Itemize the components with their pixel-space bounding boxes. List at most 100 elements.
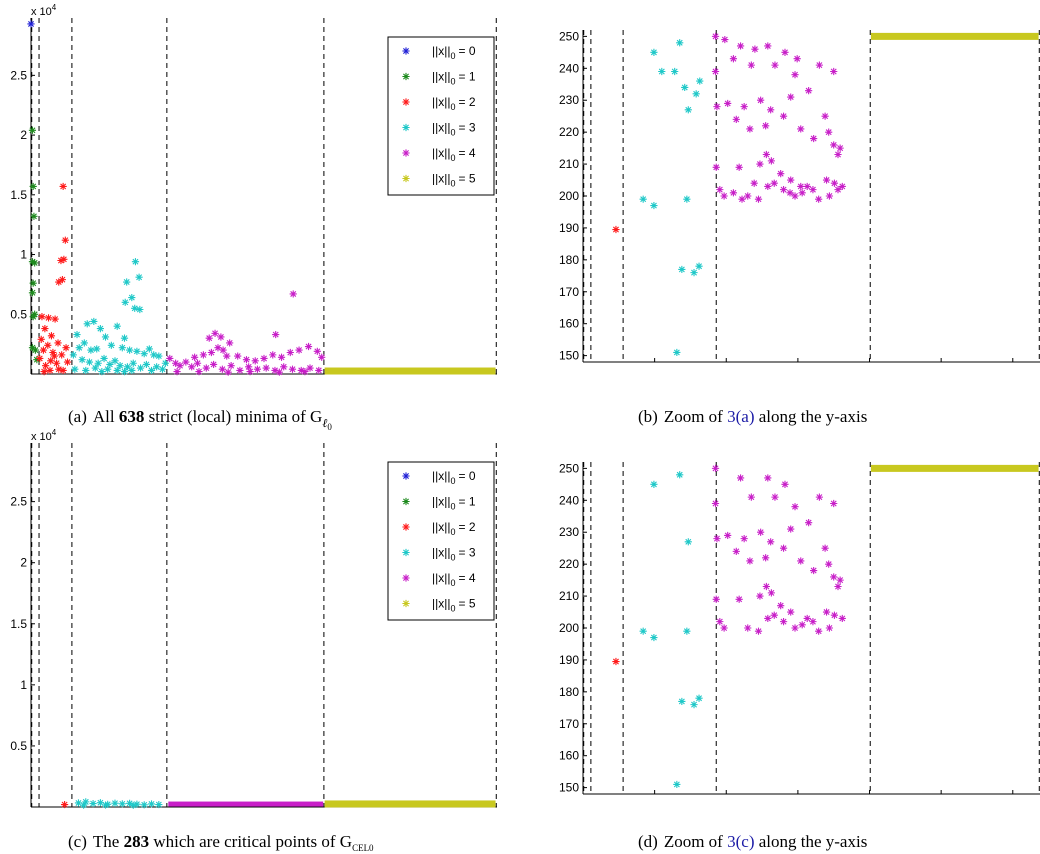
legend-marker <box>402 149 410 157</box>
data-point <box>757 528 765 536</box>
data-point <box>27 20 35 28</box>
y-tick-label: 1 <box>20 248 27 262</box>
data-point <box>696 77 704 85</box>
y-tick-label: 2 <box>20 556 27 570</box>
legend-label: ||x||0 = 5 <box>432 172 476 189</box>
data-point <box>129 359 137 367</box>
data-point <box>83 320 91 328</box>
data-point <box>681 83 689 92</box>
data-point <box>779 112 788 120</box>
data-point <box>822 176 831 184</box>
data-point <box>787 608 795 616</box>
data-point <box>166 354 174 363</box>
data-point <box>288 365 297 373</box>
y-tick-label: 220 <box>559 557 579 571</box>
data-point <box>767 589 775 597</box>
data-point <box>202 364 210 372</box>
data-point <box>40 368 48 376</box>
data-point <box>172 359 180 367</box>
data-point <box>71 365 79 373</box>
data-point <box>214 344 222 352</box>
data-point <box>767 538 775 546</box>
data-point <box>140 801 148 809</box>
data-point <box>47 357 55 365</box>
data-point <box>764 474 772 482</box>
data-point <box>678 265 686 274</box>
data-point <box>75 344 83 352</box>
data-point <box>123 363 132 371</box>
data-point <box>96 799 104 807</box>
data-point <box>31 310 39 318</box>
legend-box <box>387 461 495 621</box>
data-point <box>740 103 748 111</box>
data-point <box>74 799 83 807</box>
data-point <box>227 362 235 370</box>
y-tick-label: 200 <box>559 621 579 635</box>
data-point <box>210 360 218 369</box>
data-point <box>834 150 842 159</box>
data-point <box>746 557 754 565</box>
data-point <box>762 582 770 591</box>
caption-ref-link[interactable]: 3(a) <box>727 407 754 426</box>
data-point <box>269 351 277 359</box>
data-point <box>260 354 268 363</box>
data-point <box>612 657 620 666</box>
data-point <box>838 182 846 191</box>
data-point <box>113 366 121 375</box>
data-point <box>304 342 313 351</box>
data-point <box>51 315 59 323</box>
data-point <box>155 352 163 360</box>
data-point <box>275 368 283 376</box>
caption-ref-link[interactable]: 3(c) <box>727 832 754 851</box>
data-point <box>113 322 121 330</box>
data-point <box>44 341 52 349</box>
data-point <box>80 339 88 347</box>
data-point <box>762 150 770 159</box>
legend-marker <box>402 574 410 582</box>
data-point <box>176 362 184 370</box>
series-band-norm-5 <box>324 367 496 375</box>
data-point <box>90 317 98 326</box>
data-point <box>29 313 37 321</box>
data-point <box>754 195 763 203</box>
data-point <box>751 45 759 53</box>
data-point <box>639 195 647 203</box>
data-point <box>713 103 721 111</box>
data-point <box>78 356 86 364</box>
data-point <box>59 366 67 375</box>
data-point <box>145 345 153 353</box>
data-point <box>810 134 818 143</box>
data-point <box>217 333 225 341</box>
y-tick-label: 220 <box>559 125 579 139</box>
data-point <box>764 614 772 623</box>
data-point <box>199 351 207 359</box>
data-point <box>128 366 136 375</box>
data-point <box>779 618 788 626</box>
data-point <box>133 347 141 355</box>
data-point <box>690 701 698 709</box>
data-point <box>735 595 743 603</box>
data-point <box>224 368 232 376</box>
data-point <box>173 368 181 376</box>
data-point <box>720 624 728 632</box>
data-point <box>836 576 844 584</box>
data-point <box>793 55 801 63</box>
y-tick-label: 150 <box>559 781 579 795</box>
legend-label: ||x||0 = 4 <box>432 571 476 588</box>
data-point <box>205 334 213 342</box>
data-point <box>46 366 54 375</box>
data-point <box>791 624 799 632</box>
data-point <box>779 186 788 194</box>
y-tick-label: 210 <box>559 589 579 603</box>
data-point <box>711 67 720 76</box>
data-point <box>803 614 811 623</box>
data-point <box>673 780 681 789</box>
data-point <box>318 353 326 361</box>
data-point <box>676 39 684 47</box>
data-point <box>85 358 94 366</box>
data-point <box>195 368 203 376</box>
data-point <box>147 366 156 375</box>
data-point <box>797 182 805 191</box>
data-point <box>57 256 65 265</box>
data-point <box>735 163 743 171</box>
